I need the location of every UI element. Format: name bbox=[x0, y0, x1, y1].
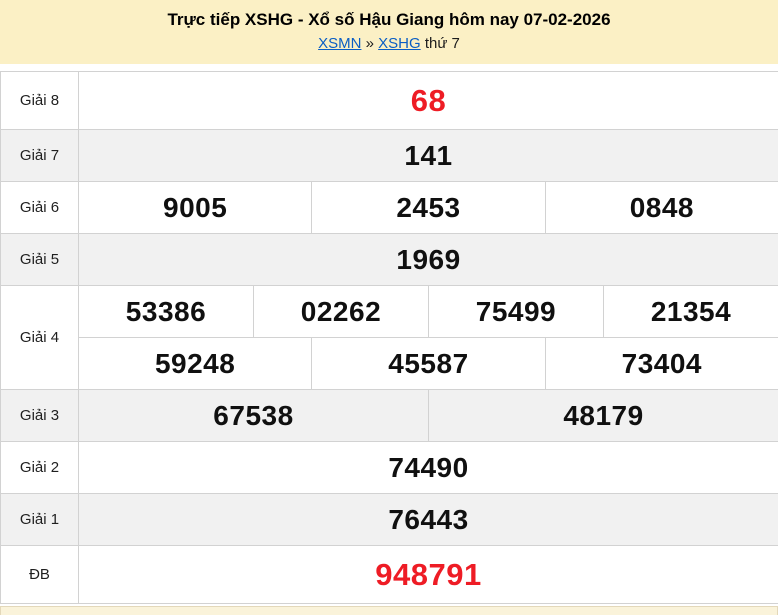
prize-number: 67538 bbox=[78, 389, 429, 442]
prize-number: 75499 bbox=[427, 285, 604, 338]
prize-row-giai-2: Giải 2 74490 bbox=[0, 441, 778, 494]
prize-number: 68 bbox=[77, 71, 778, 130]
results-table: Giải 8 68 Giải 7 141 Giải 6 9005 2453 08… bbox=[0, 71, 778, 604]
breadcrumb-separator: » bbox=[365, 35, 374, 52]
prize-row-db: ĐB 948791 bbox=[0, 545, 778, 604]
prize-row-giai-8: Giải 8 68 bbox=[0, 71, 778, 130]
prize-label: Giải 1 bbox=[0, 493, 79, 546]
prize-number: 0848 bbox=[544, 181, 778, 234]
prize-label: Giải 2 bbox=[0, 441, 79, 494]
prize-number: 74490 bbox=[77, 441, 778, 494]
next-section-top-edge bbox=[0, 606, 778, 615]
prize-label: Giải 6 bbox=[0, 181, 79, 234]
prize-number: 9005 bbox=[77, 181, 313, 234]
prize-label: Giải 8 bbox=[0, 71, 79, 130]
prize-label: Giải 3 bbox=[0, 389, 79, 442]
prize-row-giai-4-line-1: Giải 4 53386 02262 75499 21354 bbox=[0, 285, 778, 390]
prize-label: Giải 4 bbox=[0, 285, 79, 390]
prize-number: 76443 bbox=[77, 493, 778, 546]
prize-number: 53386 bbox=[78, 285, 254, 338]
prize-number: 73404 bbox=[544, 337, 778, 390]
prize-number: 48179 bbox=[427, 389, 778, 442]
prize-label: ĐB bbox=[0, 545, 79, 604]
prize-number: 02262 bbox=[252, 285, 429, 338]
prize-number: 21354 bbox=[602, 285, 778, 338]
prize-row-giai-7: Giải 7 141 bbox=[0, 129, 778, 182]
prize-number: 948791 bbox=[77, 545, 778, 604]
header-table-gap bbox=[0, 64, 778, 71]
breadcrumb-day-label: thứ 7 bbox=[424, 35, 460, 52]
breadcrumb: XSMN » XSHG thứ 7 bbox=[0, 34, 778, 54]
page-header: Trực tiếp XSHG - Xổ số Hậu Giang hôm nay… bbox=[0, 0, 778, 64]
prize-row-giai-4-line-2: 59248 45587 73404 bbox=[1, 337, 778, 390]
prize-number: 141 bbox=[77, 129, 778, 182]
prize-number: 59248 bbox=[77, 337, 313, 390]
prize-number: 45587 bbox=[311, 337, 546, 390]
prize-row-giai-5: Giải 5 1969 bbox=[0, 233, 778, 286]
prize-label: Giải 5 bbox=[0, 233, 79, 286]
prize-row-giai-1: Giải 1 76443 bbox=[0, 493, 778, 546]
breadcrumb-link-xshg[interactable]: XSHG bbox=[378, 35, 421, 52]
prize-number: 2453 bbox=[311, 181, 546, 234]
prize-row-giai-3: Giải 3 67538 48179 bbox=[0, 389, 778, 442]
prize-row-giai-6: Giải 6 9005 2453 0848 bbox=[0, 181, 778, 234]
prize-number: 1969 bbox=[77, 233, 778, 286]
prize-label: Giải 7 bbox=[0, 129, 79, 182]
breadcrumb-link-xsmn[interactable]: XSMN bbox=[318, 35, 362, 52]
page-title: Trực tiếp XSHG - Xổ số Hậu Giang hôm nay… bbox=[167, 10, 611, 29]
